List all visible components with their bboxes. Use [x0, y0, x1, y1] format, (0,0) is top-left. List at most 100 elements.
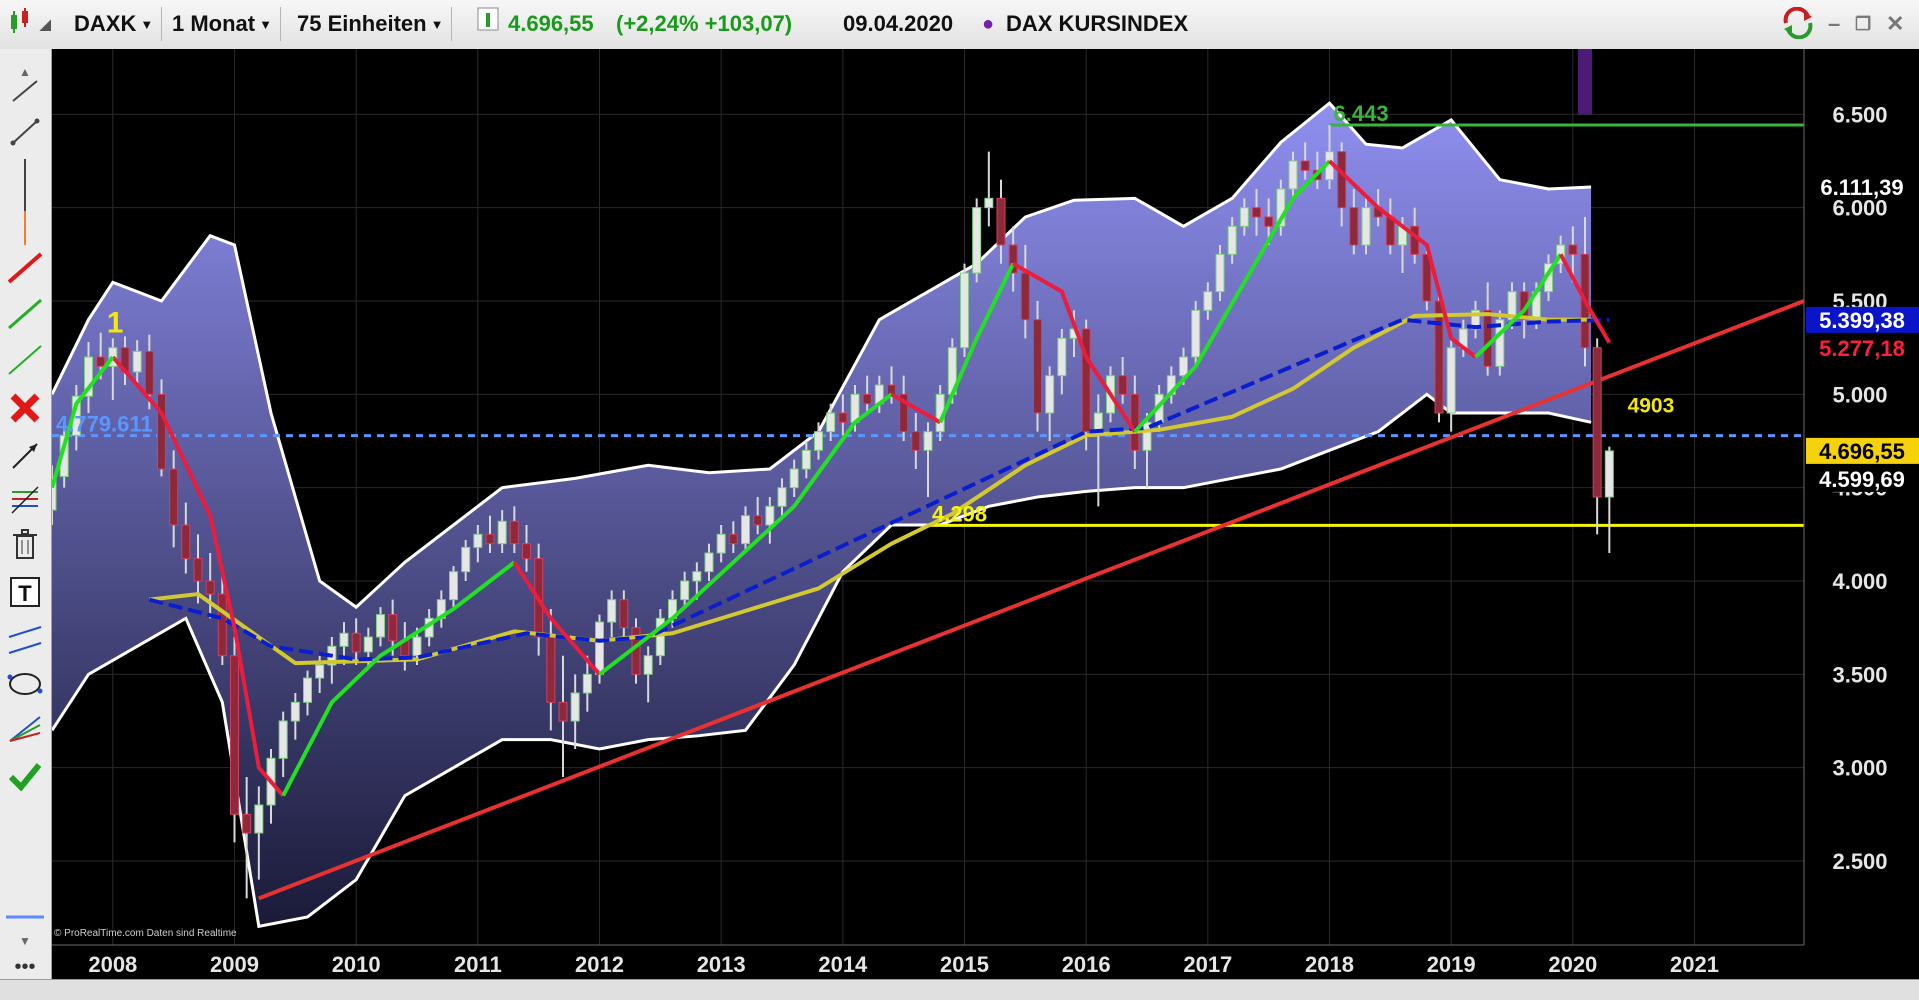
x-tick-label: 2014 — [818, 952, 868, 977]
period-dropdown[interactable]: 1 Monat ▼ — [172, 7, 281, 41]
candle-body — [1300, 160, 1310, 171]
window-menu-icon[interactable]: ◢ — [40, 16, 51, 32]
info-icon[interactable] — [477, 7, 499, 41]
indicator-line — [938, 262, 1015, 424]
indicator-line — [1328, 159, 1477, 359]
candle-body — [862, 393, 872, 405]
fibonacci-icon[interactable] — [6, 481, 44, 519]
green-ray-icon[interactable] — [6, 341, 44, 379]
x-tick-label: 2013 — [697, 952, 746, 977]
fibonacci-fan-icon[interactable] — [6, 709, 44, 747]
arrow-line-icon[interactable] — [6, 437, 44, 475]
red-line-icon[interactable] — [6, 249, 44, 287]
vertical-line-icon[interactable] — [6, 155, 44, 245]
candle-body — [643, 655, 653, 675]
level-label: 6.443 — [1334, 101, 1389, 126]
candle-body — [1446, 347, 1456, 414]
trash-icon[interactable] — [6, 525, 44, 563]
x-tick-label: 2015 — [940, 952, 989, 977]
candle-body — [801, 449, 811, 470]
minimize-icon[interactable]: – — [1828, 11, 1841, 36]
candle-body — [923, 431, 933, 451]
candle-body — [1008, 244, 1018, 274]
candle-body — [1252, 207, 1261, 218]
x-tick-label: 2016 — [1062, 952, 1111, 977]
x-tick-label: 2009 — [210, 952, 259, 977]
candle-body — [765, 505, 775, 526]
index-name: DAX KURSINDEX — [1006, 11, 1189, 36]
indicator-line — [1133, 159, 1331, 434]
indicator-line — [111, 355, 285, 797]
more-icon[interactable]: ••• — [14, 955, 36, 978]
price-tag — [1806, 173, 1919, 200]
text-tool-icon[interactable]: T — [6, 573, 44, 611]
candle-body — [899, 393, 909, 433]
candle-body — [814, 431, 823, 451]
ray-tool-icon[interactable] — [6, 113, 44, 151]
y-tick-label: 3.000 — [1832, 756, 1887, 781]
x-tick-label: 2017 — [1183, 952, 1232, 977]
indicator-line — [1474, 253, 1563, 359]
refresh-icon[interactable] — [1780, 6, 1816, 41]
candle-body — [315, 664, 325, 679]
candle-body — [522, 543, 531, 560]
candle-body — [996, 197, 1006, 246]
price-tag-label: 5.399,38 — [1819, 308, 1905, 333]
candle-body — [1361, 207, 1371, 246]
candle-body — [1434, 300, 1444, 414]
line-tool-icon[interactable] — [6, 71, 44, 109]
ellipse-icon[interactable] — [6, 665, 44, 703]
candle-body — [217, 593, 227, 657]
watermark: © ProRealTime.com Daten sind Realtime — [54, 928, 237, 939]
chevron-down-icon: ▼ — [430, 17, 444, 33]
green-line-icon[interactable] — [6, 295, 44, 333]
x-tick-label: 2010 — [332, 952, 381, 977]
candle-body — [741, 515, 750, 545]
indicator-line — [598, 392, 893, 676]
candle-body — [558, 701, 568, 722]
candle-body — [376, 614, 385, 638]
symbol-dropdown[interactable]: DAXK ▼ — [74, 7, 163, 41]
candle-body — [363, 636, 373, 653]
units-dropdown[interactable]: 75 Einheiten ▼ — [297, 7, 453, 41]
restore-icon[interactable]: ❐ — [1855, 14, 1872, 34]
checkmark-icon[interactable] — [6, 757, 44, 795]
level-label: 4.779.611 — [56, 412, 153, 437]
candle-body — [692, 571, 702, 582]
indicator-line — [148, 317, 1610, 662]
candlestick-icon[interactable] — [8, 7, 32, 41]
price-chart[interactable]: 6.443 4.298 4.779.611 1 4903 6.500 6.000 5.500… — [47, 49, 1919, 979]
candle-body — [132, 350, 142, 373]
candle-body — [351, 632, 361, 653]
candle-body — [96, 356, 106, 367]
candle-body — [1288, 160, 1298, 190]
candle-body — [242, 813, 252, 834]
x-tick-label: 2012 — [575, 952, 624, 977]
candle-body — [984, 197, 994, 209]
delete-icon[interactable] — [6, 389, 44, 427]
envelope-band — [52, 103, 1592, 927]
candle-body — [449, 571, 458, 601]
y-tick-label: 6.500 — [1832, 102, 1887, 127]
candle-body — [485, 533, 495, 545]
y-tick-label: 5.000 — [1832, 382, 1887, 407]
units-label: 75 Einheiten — [297, 11, 427, 36]
close-icon[interactable]: ✕ — [1886, 11, 1905, 36]
last-price: 4.696,55 — [508, 11, 594, 36]
candle-body — [1483, 309, 1493, 367]
candle-body — [972, 207, 982, 274]
price-tag — [1806, 465, 1919, 492]
candle-body — [1081, 328, 1091, 433]
candle-body — [1276, 188, 1286, 227]
candle-body — [753, 515, 763, 526]
channel-icon[interactable] — [6, 621, 44, 659]
scroll-down-icon[interactable]: ▼ — [19, 934, 31, 948]
x-tick-label: 2018 — [1305, 952, 1354, 977]
line-style-icon[interactable] — [6, 907, 44, 927]
candle-body — [619, 599, 629, 629]
candle-body — [303, 677, 312, 703]
price-tag-label: 5.277,18 — [1819, 336, 1905, 361]
scroll-up-icon[interactable]: ▲ — [19, 65, 31, 79]
candle-body — [1215, 253, 1225, 293]
quote-date: 09.04.2020 — [843, 11, 954, 36]
